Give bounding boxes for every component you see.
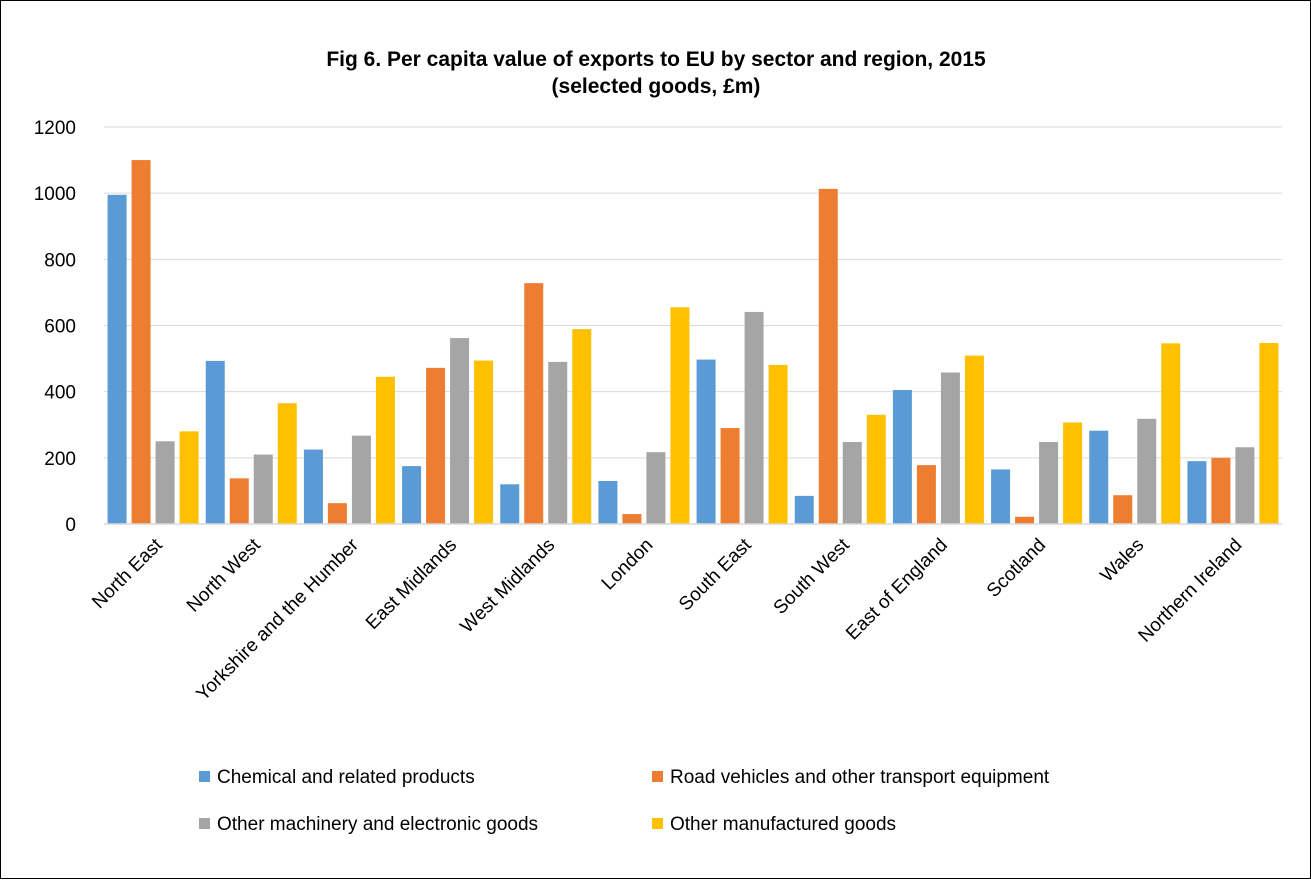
bar: [450, 338, 470, 524]
bars: [107, 160, 1279, 525]
bar: [1063, 422, 1083, 524]
y-tick-label: 1000: [34, 184, 76, 205]
bar: [1259, 343, 1279, 524]
bar: [622, 514, 642, 524]
bar: [892, 390, 912, 524]
bar: [598, 480, 618, 524]
x-category-label: South West: [770, 534, 855, 619]
bar: [696, 359, 716, 524]
bar: [474, 360, 494, 524]
bar: [524, 283, 544, 524]
legend-swatch: [652, 771, 663, 782]
bar: [646, 452, 666, 524]
bar: [818, 188, 838, 524]
x-category-label: Wales: [1097, 535, 1149, 587]
x-category-label: North West: [183, 534, 265, 616]
x-category-label: North East: [88, 534, 167, 613]
bar: [303, 449, 323, 524]
bar: [940, 372, 960, 524]
bar: [229, 478, 249, 524]
bar: [1039, 441, 1059, 524]
bar: [670, 307, 690, 524]
bar: [107, 194, 127, 524]
chart-title: Fig 6. Per capita value of exports to EU…: [326, 48, 986, 71]
bar: [1161, 343, 1181, 524]
bar: [277, 403, 297, 524]
bar: [842, 441, 862, 524]
legend-swatch: [199, 771, 210, 782]
bar: [1187, 461, 1207, 524]
bar: [1235, 447, 1255, 524]
bar: [402, 466, 422, 524]
legend-label: Other machinery and electronic goods: [217, 814, 538, 835]
bar: [426, 367, 446, 524]
y-tick-label: 200: [44, 449, 76, 470]
legend-label: Chemical and related products: [217, 767, 475, 788]
x-category-label: West Midlands: [457, 535, 560, 638]
bar: [768, 364, 788, 524]
bar: [131, 160, 151, 525]
x-category-label: East of England: [842, 535, 952, 645]
bar: [1015, 516, 1035, 524]
bar: [351, 435, 371, 524]
x-category-label: Northern Ireland: [1135, 535, 1247, 647]
bar: [327, 503, 347, 524]
bar: [572, 329, 592, 524]
bar: [253, 454, 273, 524]
bar: [548, 361, 568, 524]
bar: [991, 469, 1011, 524]
bar: [720, 428, 740, 524]
bar: [794, 495, 814, 524]
x-category-label: South East: [675, 534, 756, 615]
legend-swatch: [652, 818, 663, 829]
gridlines: [104, 126, 1282, 459]
bar: [744, 311, 764, 524]
legend-label: Road vehicles and other transport equipm…: [670, 767, 1050, 788]
bar: [916, 465, 936, 524]
y-tick-label: 800: [44, 250, 76, 271]
y-tick-label: 600: [44, 317, 76, 338]
chart-subtitle: (selected goods, £m): [552, 75, 761, 98]
bar: [155, 441, 175, 524]
bar: [1211, 457, 1231, 524]
bar: [179, 431, 199, 524]
bar: [866, 414, 886, 524]
x-category-label: Yorkshire and the Humber: [193, 534, 364, 705]
bar: [1113, 495, 1133, 524]
legend-swatch: [199, 818, 210, 829]
bar: [964, 355, 984, 524]
bar: [1089, 430, 1109, 524]
bar: [375, 376, 395, 524]
legend-label: Other manufactured goods: [670, 814, 896, 835]
x-category-label: Scotland: [983, 535, 1050, 602]
bar: [1137, 418, 1157, 524]
legend: Chemical and related products Road vehicl…: [199, 767, 1050, 835]
y-tick-label: 0: [65, 515, 76, 536]
x-category-label: London: [598, 535, 658, 595]
x-category-label: East Midlands: [362, 535, 461, 634]
bar: [205, 360, 225, 524]
y-tick-label: 1200: [34, 118, 76, 139]
bar: [500, 484, 520, 524]
y-axis-ticks: 0 200 400 600 800 1000 1200: [34, 118, 76, 536]
y-tick-label: 400: [44, 383, 76, 404]
